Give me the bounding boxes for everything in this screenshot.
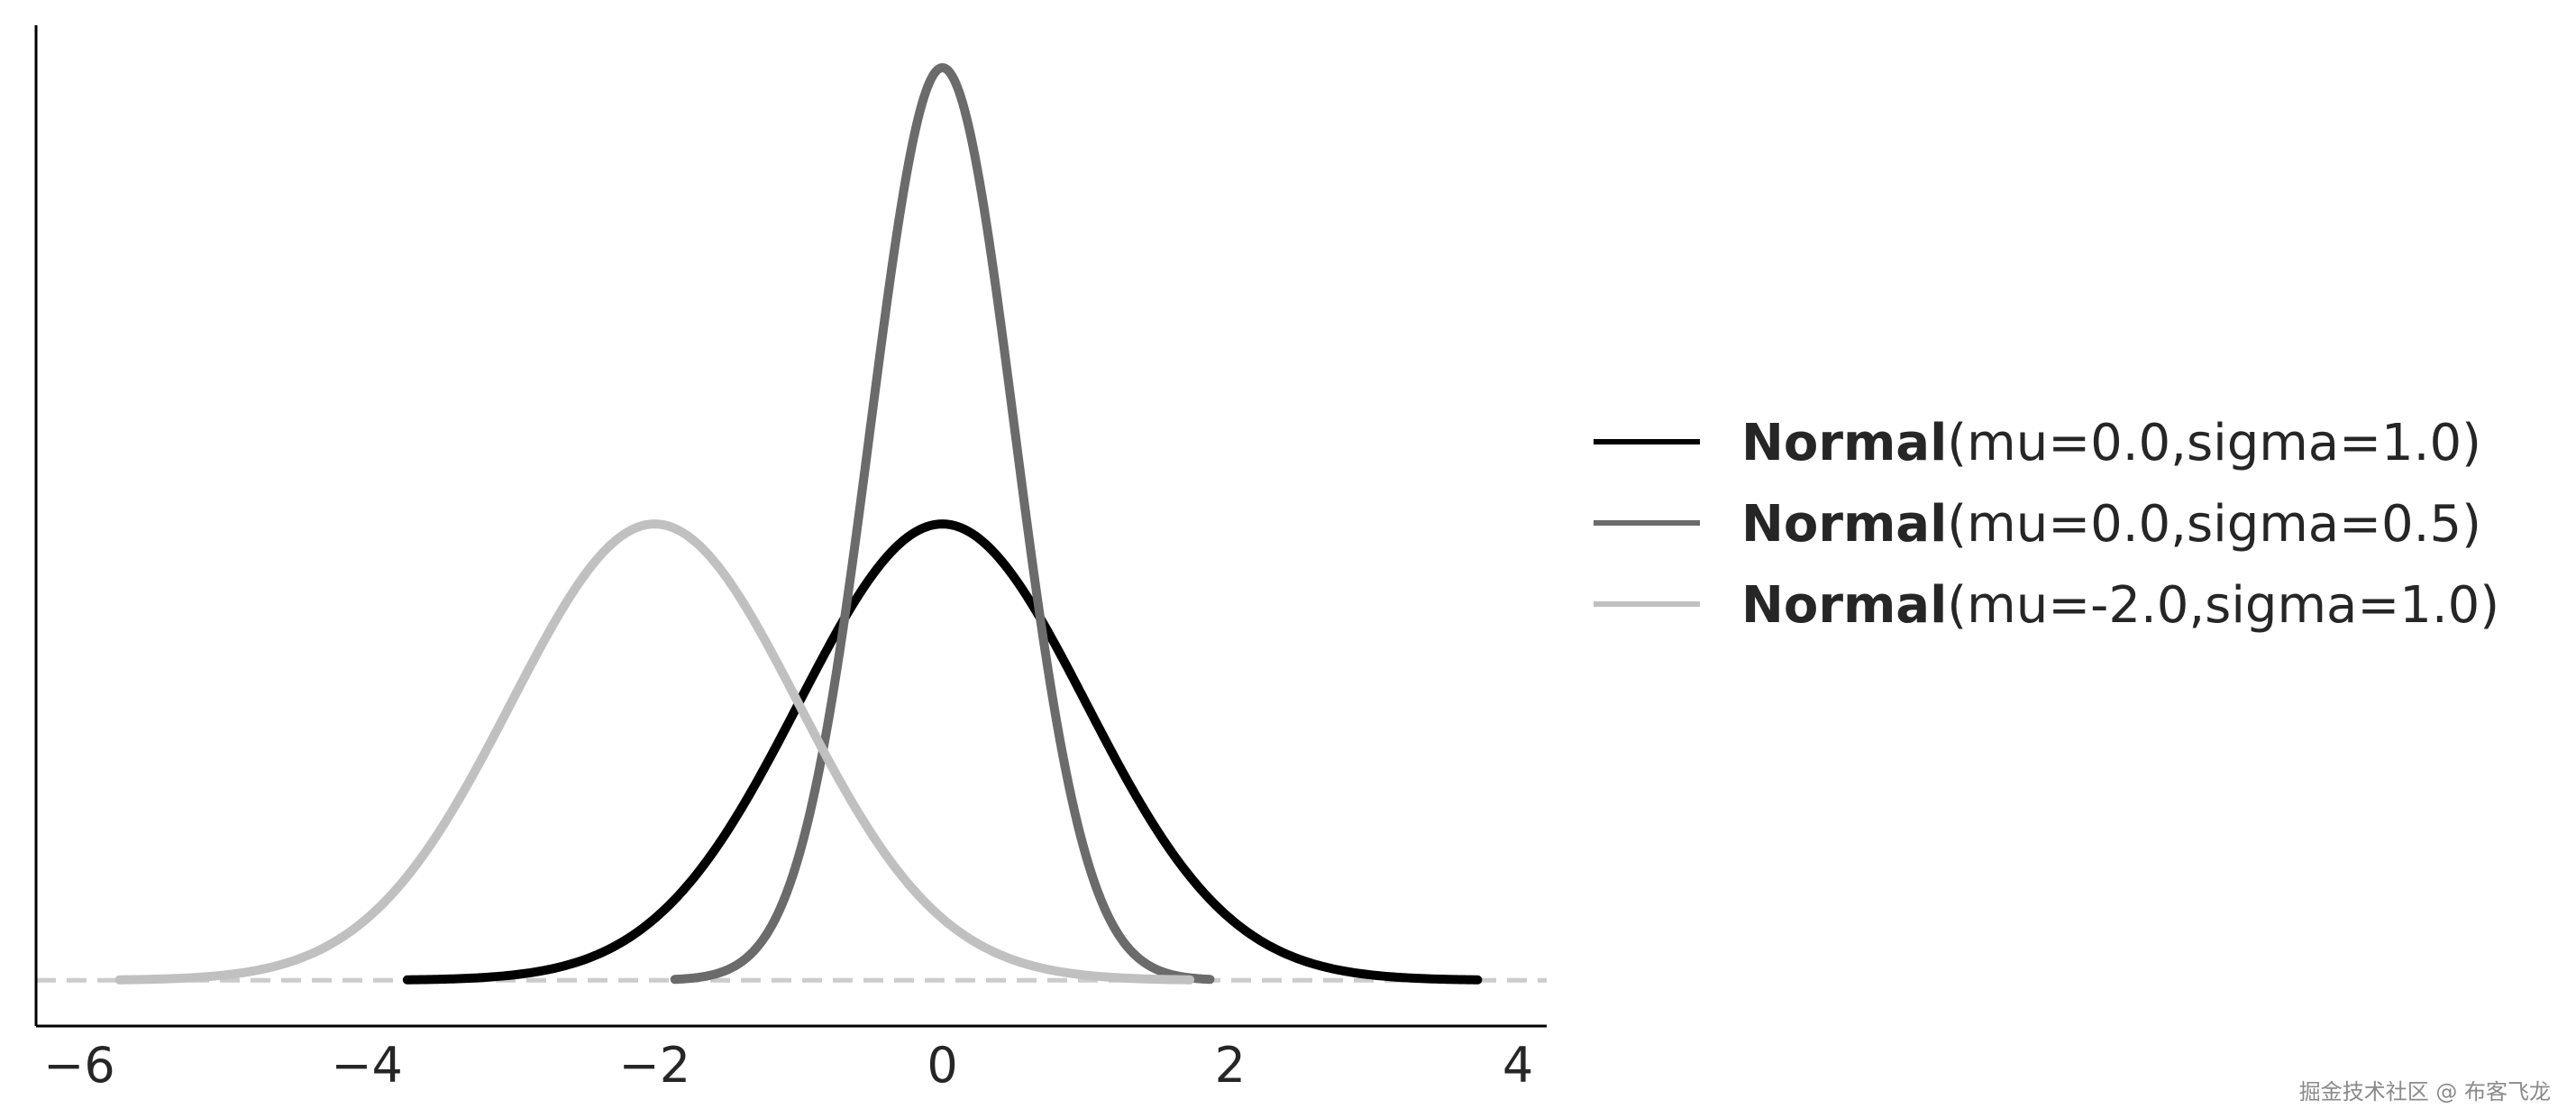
x-tick-label: −6 <box>43 1037 115 1094</box>
series-line-1 <box>402 519 1483 985</box>
watermark: 掘金技术社区 @ 布客飞龙 <box>2298 1079 2551 1104</box>
x-tick-label: 0 <box>927 1037 957 1094</box>
x-tick-label: −4 <box>331 1037 403 1094</box>
legend-label: Normal(mu=-2.0,sigma=1.0) <box>1741 576 2499 635</box>
x-tick-label: 2 <box>1215 1037 1246 1094</box>
x-tick-label: 4 <box>1503 1037 1533 1094</box>
legend-label: Normal(mu=0.0,sigma=1.0) <box>1741 414 2481 472</box>
legend-label: Normal(mu=0.0,sigma=0.5) <box>1741 495 2481 554</box>
series-line-3 <box>114 519 1195 985</box>
x-tick-label: −2 <box>619 1037 691 1094</box>
series-line-2 <box>670 63 1215 985</box>
